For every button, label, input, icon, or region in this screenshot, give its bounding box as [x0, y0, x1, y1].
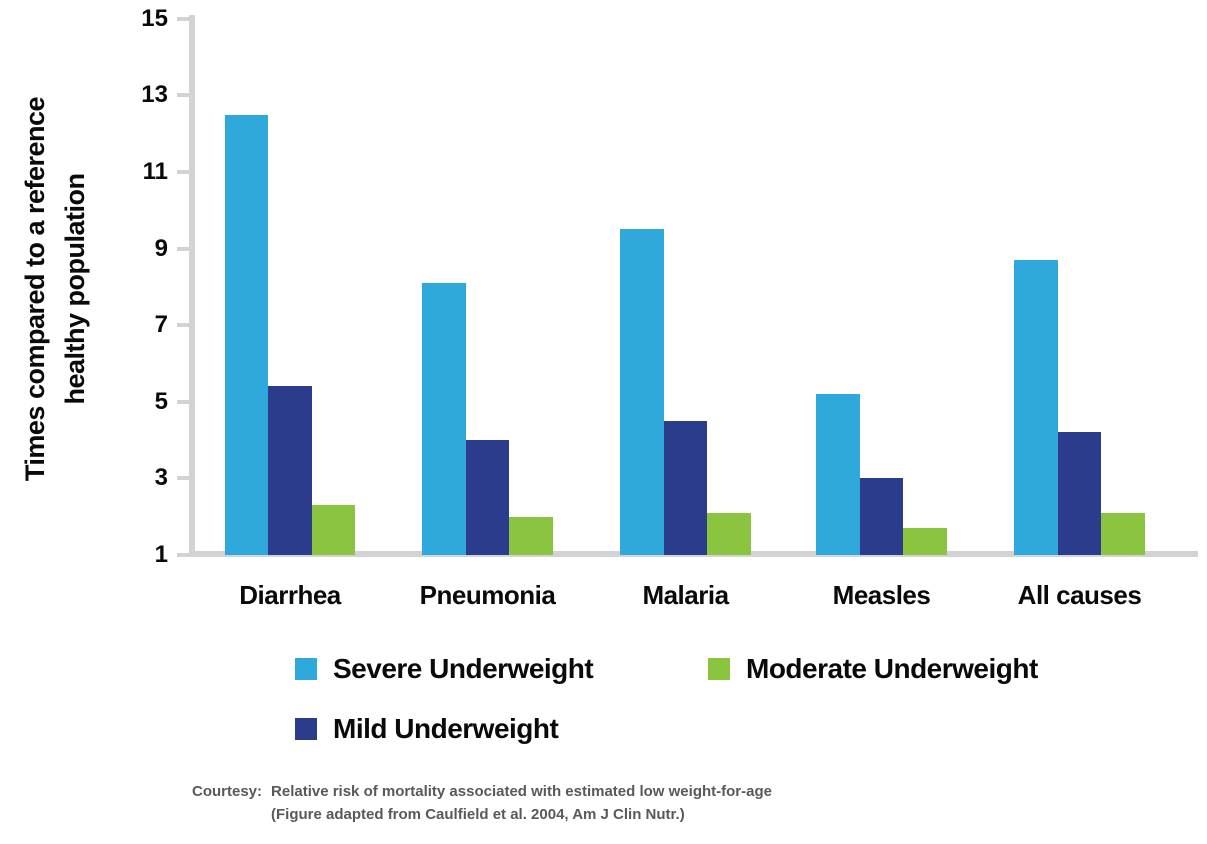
y-tick-1: [177, 553, 190, 557]
moderate-underweight-swatch: [708, 658, 730, 680]
y-tick-label-15: 15: [141, 4, 168, 32]
bar-diarrhea-mild: [268, 386, 312, 555]
courtesy-note: Courtesy: Relative risk of mortality ass…: [192, 780, 772, 826]
x-label-diarrhea: Diarrhea: [239, 580, 341, 610]
y-axis-title: Times compared to a reference healthy po…: [15, 39, 99, 539]
bar-all-causes-moderate: [1101, 512, 1145, 555]
y-tick-label-3: 3: [154, 464, 168, 492]
bar-diarrhea-moderate: [311, 505, 356, 555]
y-axis-line: [189, 15, 195, 557]
x-label-pneumonia: Pneumonia: [419, 580, 556, 610]
legend-item-severe: Severe Underweight: [295, 653, 594, 685]
y-tick-11: [177, 170, 190, 174]
y-tick-15: [177, 16, 190, 21]
courtesy-line2: (Figure adapted from Caulfield et al. 20…: [271, 806, 685, 823]
bar-measles-moderate: [903, 528, 947, 555]
y-tick-9: [177, 246, 190, 251]
y-tick-label-7: 7: [154, 311, 168, 339]
y-tick-5: [177, 399, 190, 404]
legend-label-severe: Severe Underweight: [333, 653, 594, 684]
y-tick-13: [177, 93, 190, 98]
x-label-malaria: Malaria: [642, 580, 729, 610]
bar-diarrhea-severe: [224, 114, 269, 555]
courtesy-label: Courtesy:: [192, 783, 263, 800]
bar-all-causes-severe: [1014, 260, 1058, 555]
bar-measles-severe: [816, 394, 860, 555]
mild-underweight-swatch: [295, 718, 317, 740]
y-tick-label-13: 13: [141, 81, 168, 109]
y-axis-title-line1: Times compared to a reference: [20, 96, 50, 482]
bar-malaria-moderate: [707, 512, 751, 555]
courtesy-text: Relative risk of mortality associated wi…: [271, 780, 772, 826]
y-tick-label-1: 1: [154, 541, 168, 568]
legend-label-moderate: Moderate Underweight: [746, 653, 1038, 684]
y-axis-title-line2: healthy population: [60, 173, 90, 405]
severe-underweight-swatch: [295, 658, 317, 680]
legend-row-1: Severe Underweight Moderate Underweight: [295, 652, 1038, 686]
bar-malaria-mild: [663, 420, 708, 555]
bar-measles-mild: [859, 478, 904, 555]
legend-item-moderate: Moderate Underweight: [708, 653, 1038, 685]
bar-malaria-severe: [620, 229, 664, 555]
bar-all-causes-mild: [1057, 432, 1102, 555]
legend-label-mild: Mild Underweight: [333, 713, 559, 744]
bar-pneumonia-mild: [465, 440, 510, 555]
legend-row-2: Mild Underweight: [295, 712, 559, 746]
y-tick-7: [177, 323, 190, 328]
x-label-all-causes: All causes: [1017, 580, 1142, 610]
y-tick-label-5: 5: [154, 387, 168, 415]
y-tick-3: [177, 476, 190, 481]
bar-pneumonia-severe: [422, 283, 466, 555]
y-tick-label-11: 11: [142, 158, 168, 185]
y-tick-label-9: 9: [154, 234, 168, 262]
bar-pneumonia-moderate: [509, 516, 553, 555]
courtesy-line1: Relative risk of mortality associated wi…: [271, 783, 772, 800]
legend-item-mild: Mild Underweight: [295, 713, 559, 745]
x-label-measles: Measles: [832, 580, 931, 610]
